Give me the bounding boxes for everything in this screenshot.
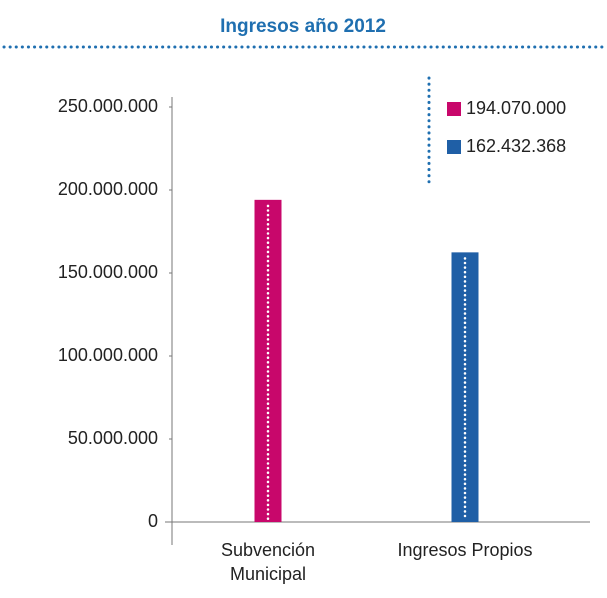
- y-tick-label: 0: [148, 511, 158, 531]
- x-tick-label: Ingresos Propios: [397, 540, 533, 560]
- y-tick-label: 100.000.000: [58, 345, 158, 365]
- y-tick-label: 50.000.000: [68, 428, 158, 448]
- legend-swatch: [447, 102, 461, 116]
- y-tick-label: 250.000.000: [58, 96, 158, 116]
- chart-title: Ingresos año 2012: [220, 16, 386, 37]
- x-tick-label: Subvención Municipal: [220, 540, 316, 584]
- legend-label: 194.070.000: [466, 98, 566, 118]
- legend-label: 162.432.368: [466, 136, 566, 156]
- y-tick-label: 200.000.000: [58, 179, 158, 199]
- y-tick-label: 150.000.000: [58, 262, 158, 282]
- legend-swatch: [447, 140, 461, 154]
